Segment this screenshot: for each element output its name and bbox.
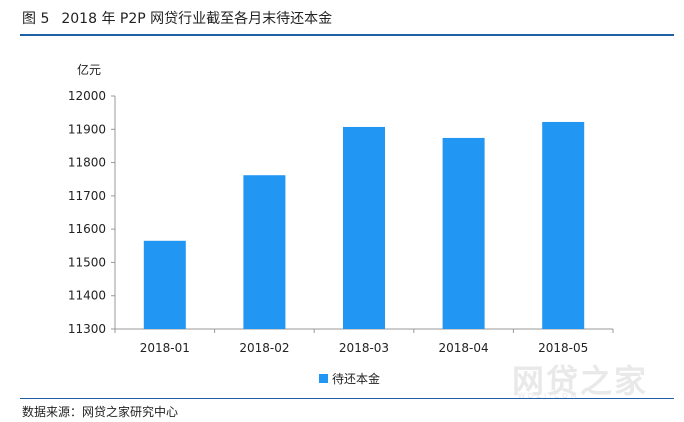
watermark-logo: 网贷之家 (512, 362, 649, 400)
legend-label: 待还本金 (332, 371, 380, 386)
figure-number: 图 5 (22, 11, 50, 27)
x-tick-label: 2018-02 (239, 341, 289, 355)
y-tick-label: 11400 (68, 289, 106, 303)
legend-swatch (319, 374, 328, 383)
chart-labels: 11300 11400 11500 11600 11700 11800 11900 12000… (68, 62, 588, 355)
y-tick-label: 11800 (68, 156, 106, 170)
figure-title: 图 5 2018 年 P2P 网贷行业截至各月末待还本金 (22, 8, 332, 28)
x-tick-label: 2018-01 (140, 341, 190, 355)
title-rule (20, 34, 674, 36)
y-tick-label: 11500 (68, 255, 106, 269)
source-note: 数据来源：网贷之家研究中心 (22, 405, 179, 419)
x-tick-label: 2018-03 (339, 341, 389, 355)
bar-2018-03 (343, 126, 385, 329)
y-axis-unit-label: 亿元 (77, 62, 101, 77)
chart-bars (143, 121, 585, 329)
source-rule (20, 398, 674, 399)
bar-2018-02 (243, 175, 286, 329)
x-tick-label: 2018-04 (439, 341, 489, 355)
bar-2018-05 (542, 121, 585, 329)
chart-legend: 待还本金 (319, 371, 380, 386)
y-tick-label: 11700 (68, 189, 106, 203)
y-tick-label: 11600 (68, 222, 106, 236)
x-tick-label: 2018-05 (538, 341, 588, 355)
bar-2018-01 (143, 240, 186, 329)
watermark-subtext: WDZJ.COM (518, 392, 580, 400)
figure-title-text: 2018 年 P2P 网贷行业截至各月末待还本金 (61, 11, 333, 27)
bar-chart: 11300 11400 11500 11600 11700 11800 11900 12000… (68, 62, 614, 386)
bar-2018-04 (442, 137, 485, 329)
y-tick-label: 12000 (68, 89, 106, 103)
y-tick-label: 11900 (68, 122, 106, 136)
y-tick-label: 11300 (68, 322, 106, 336)
